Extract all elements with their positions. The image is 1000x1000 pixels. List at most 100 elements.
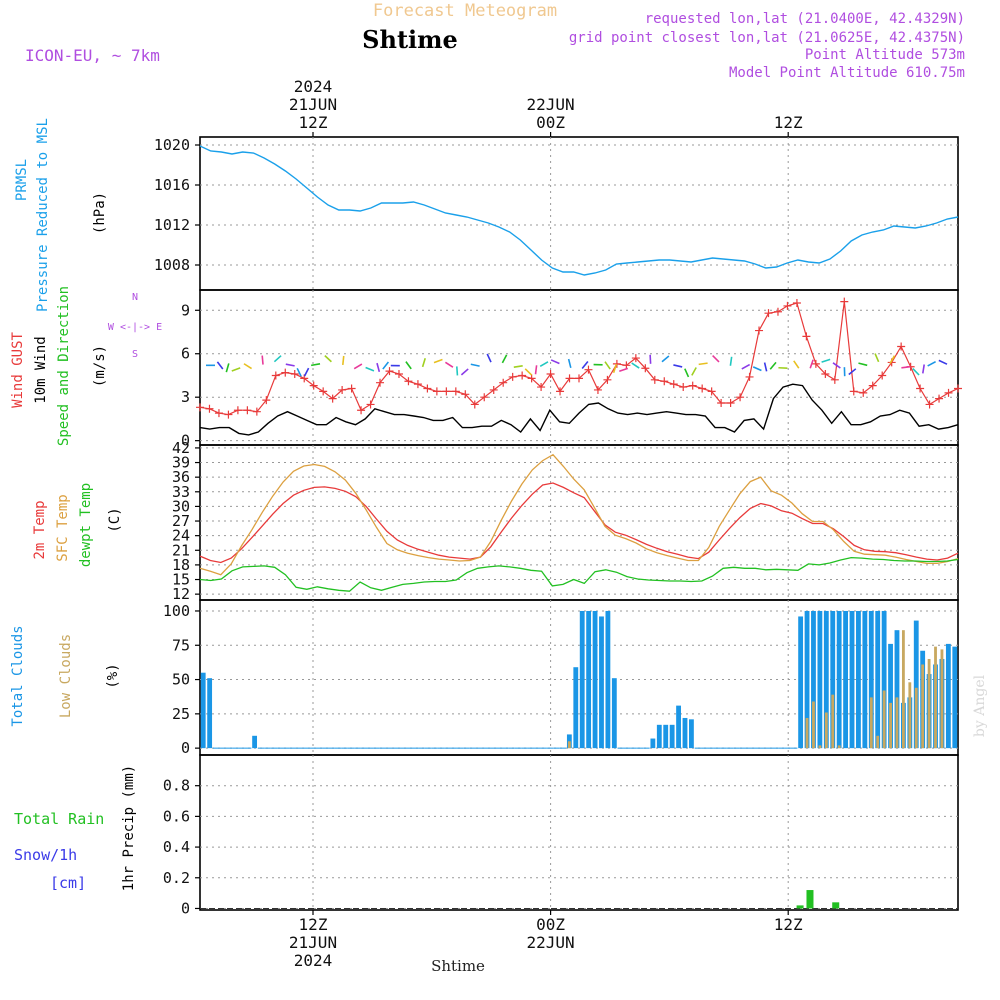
total-clouds-bar xyxy=(200,672,206,749)
total-clouds-bar xyxy=(605,610,611,749)
gust-marker xyxy=(451,387,460,396)
temp-ytick-label: 36 xyxy=(172,468,190,486)
gust-marker xyxy=(470,400,479,409)
top-date-label: 22JUN xyxy=(527,95,575,114)
total-clouds-bar xyxy=(669,724,675,749)
gust-marker xyxy=(404,377,413,386)
total-clouds-bar xyxy=(663,724,669,749)
gust-marker xyxy=(499,378,508,387)
total-clouds-bar xyxy=(811,610,816,749)
pressure-ytick-label: 1016 xyxy=(154,176,190,194)
wind-direction-arrow xyxy=(303,367,310,377)
total-clouds-bar xyxy=(894,630,900,749)
bottom-date-label: 21JUN xyxy=(289,933,337,952)
wind-direction-arrow xyxy=(353,363,363,370)
temp-ytick-label: 18 xyxy=(172,556,190,574)
gust-marker xyxy=(925,400,934,409)
wind-direction-arrow xyxy=(848,368,857,376)
footer-station: Shtime xyxy=(431,957,485,975)
gust-marker xyxy=(612,359,621,368)
snow-legend-unit: [cm] xyxy=(50,874,86,892)
gust-marker xyxy=(859,388,868,397)
wind-direction-arrow xyxy=(752,366,762,372)
pressure-unit: (hPa) xyxy=(92,192,108,234)
wind-direction-arrow xyxy=(631,362,640,369)
wind-direction-arrow xyxy=(470,363,480,367)
total-clouds-bar xyxy=(888,643,893,749)
total-clouds-bar xyxy=(823,610,829,749)
gust-marker xyxy=(802,332,811,341)
low-clouds-bar xyxy=(882,690,886,749)
gust-marker xyxy=(537,383,546,392)
low-clouds-bar xyxy=(921,664,925,749)
wind-direction-arrow xyxy=(581,361,589,370)
gust-marker xyxy=(717,398,726,407)
wind-direction-arrow xyxy=(874,353,880,363)
wind-direction-label: Speed and Direction xyxy=(56,286,72,446)
wind-direction-arrow xyxy=(501,354,508,364)
total-clouds-bar xyxy=(881,610,887,749)
wind-direction-arrow xyxy=(619,367,629,373)
bottom-year-label: 2024 xyxy=(294,951,333,970)
gust-marker xyxy=(518,371,527,380)
wind-direction-arrow xyxy=(821,358,831,363)
top-time-label: 00Z xyxy=(536,113,565,132)
wind-direction-arrow xyxy=(922,364,925,374)
wind-direction-arrow xyxy=(901,365,911,369)
wind-direction-arrow xyxy=(296,367,302,377)
temp-ytick-label: 30 xyxy=(172,497,190,515)
gust-marker xyxy=(641,364,650,373)
gust-marker xyxy=(868,381,877,390)
gust-marker xyxy=(565,374,574,383)
gust-marker xyxy=(556,387,565,396)
wind-direction-arrow xyxy=(524,368,533,376)
wind-direction-arrow xyxy=(927,361,936,367)
precip-ytick-label: 0.8 xyxy=(163,777,190,795)
gust-marker xyxy=(205,404,214,413)
wind-direction-arrow xyxy=(460,368,469,376)
wind-direction-arrow xyxy=(539,361,549,368)
wind-direction-arrow xyxy=(225,363,230,373)
gust-marker xyxy=(309,381,318,390)
gust-marker xyxy=(575,374,583,383)
gust-marker xyxy=(243,406,252,415)
temp2m-label: 2m Temp xyxy=(32,500,48,559)
gust-marker xyxy=(631,354,640,363)
wind-direction-arrow xyxy=(433,358,443,364)
total-clouds-bar xyxy=(689,719,694,749)
wind-direction-arrow xyxy=(243,363,253,370)
wind-direction-arrow xyxy=(712,355,720,363)
low-clouds-bar xyxy=(940,649,944,749)
gust-marker xyxy=(584,365,593,374)
gust-marker xyxy=(385,367,394,376)
gust-marker xyxy=(489,385,498,394)
total-clouds-bar xyxy=(599,616,604,749)
total-clouds-bar xyxy=(830,610,836,749)
wind-ytick-label: 0 xyxy=(181,432,190,450)
gust-marker xyxy=(707,387,716,396)
low-clouds-bar xyxy=(831,694,835,749)
rain-legend: Total Rain xyxy=(14,810,104,828)
total-clouds-bar xyxy=(592,610,598,749)
clouds-ytick-label: 50 xyxy=(172,671,190,689)
wind-direction-arrow xyxy=(793,360,800,369)
gust-marker xyxy=(394,370,403,379)
total-clouds-bar xyxy=(836,610,842,749)
gust-marker xyxy=(783,301,792,310)
wind-direction-arrow xyxy=(273,355,282,363)
wind-direction-arrow xyxy=(832,362,841,369)
top-time-label: 12Z xyxy=(774,113,803,132)
wind-direction-arrow xyxy=(567,358,572,369)
low-clouds-bar xyxy=(901,630,905,749)
gust-label: Wind GUST xyxy=(10,332,26,408)
wind-direction-arrow xyxy=(285,363,295,367)
wind-direction-arrow xyxy=(661,355,670,363)
gust-marker xyxy=(508,372,517,381)
total-clouds-label: Total Clouds xyxy=(10,625,26,726)
model-name: ICON-EU, ~ 7km xyxy=(25,46,160,65)
wind-direction-arrow xyxy=(405,361,412,370)
wind-direction-arrow xyxy=(889,355,896,364)
top-title: Forecast Meteogram xyxy=(373,1,557,21)
gust-marker xyxy=(252,407,261,416)
